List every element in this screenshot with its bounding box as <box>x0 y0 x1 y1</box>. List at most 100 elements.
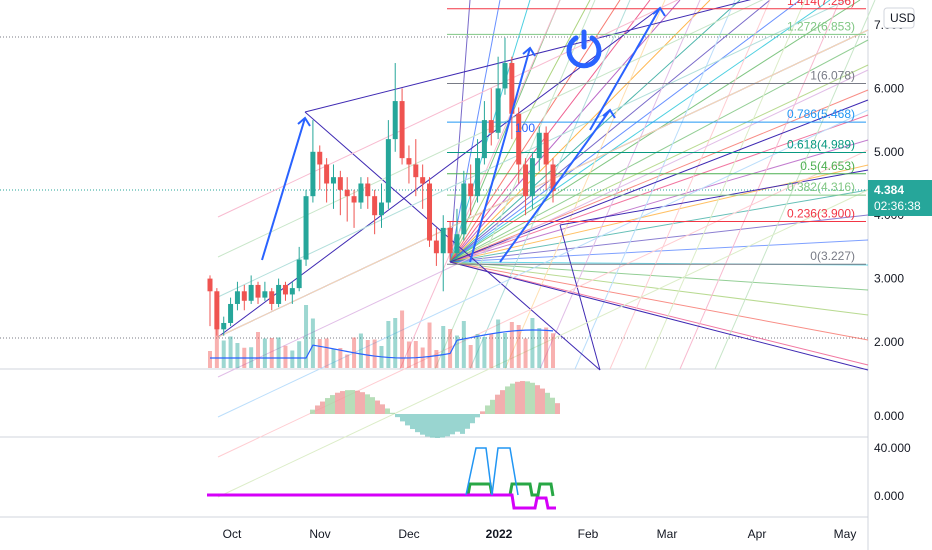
candle-body <box>447 227 453 254</box>
histogram-bar <box>355 390 360 414</box>
volume-bar <box>365 340 370 368</box>
volume-bar <box>372 339 377 368</box>
oscillator-axis: 0.000 40.000 0.000 <box>874 409 911 503</box>
volume-bar <box>304 305 309 368</box>
histogram-bar <box>455 414 460 432</box>
histogram-bar <box>490 399 495 414</box>
histogram-bar <box>435 414 440 438</box>
candle-body <box>433 240 439 254</box>
volume-bar <box>427 322 432 368</box>
fan-line <box>449 0 771 263</box>
histogram-bar <box>325 398 330 414</box>
trend-arrow-head <box>602 108 616 119</box>
volume-bar <box>393 318 398 368</box>
candle-body <box>214 291 220 330</box>
candle-body <box>509 63 515 114</box>
candle-body <box>282 284 288 295</box>
candle-body <box>536 132 542 159</box>
volume-bar <box>324 338 329 368</box>
fan-line <box>449 239 869 263</box>
histogram-bar <box>550 397 555 414</box>
volume-bar <box>331 348 336 368</box>
candle-body <box>330 177 336 184</box>
histogram-bar <box>410 414 415 430</box>
currency-badge[interactable]: USD <box>883 7 916 29</box>
histogram-bar <box>505 386 510 414</box>
candle-body <box>228 303 234 323</box>
fan-line <box>449 0 471 263</box>
candle-body <box>529 158 535 197</box>
fan-label: 100 <box>515 121 535 135</box>
time-tick-label: 2022 <box>486 527 513 541</box>
candle-body <box>289 288 295 295</box>
volume-bar <box>228 336 233 368</box>
fib-label: 0.236(3.900) <box>787 207 855 221</box>
fan-line <box>449 39 869 263</box>
candle-body <box>440 227 446 254</box>
candle-body <box>461 183 467 235</box>
volume-bar <box>516 325 521 368</box>
volume-bar <box>256 332 261 368</box>
time-axis[interactable]: Oct Nov Dec 2022 Feb Mar Apr May <box>223 527 857 541</box>
histogram-bar <box>400 414 405 422</box>
volume-bar <box>461 321 466 368</box>
histogram-bar <box>385 408 390 414</box>
histogram-bar <box>470 414 475 424</box>
channel-line <box>217 0 848 298</box>
price-tick-label: 3.000 <box>874 272 904 286</box>
candle-body <box>372 196 378 216</box>
histogram-bar <box>480 411 485 414</box>
candle-body <box>310 151 316 197</box>
fan-line <box>449 114 869 263</box>
fan-line <box>449 0 621 263</box>
price-tick-label: 5.000 <box>874 145 904 159</box>
trend-arrow <box>499 109 611 263</box>
volume-bar <box>290 350 295 368</box>
price-tag-value: 4.384 <box>874 183 904 197</box>
pitchfork-line <box>449 261 869 371</box>
fan-line <box>449 164 869 263</box>
candle-body <box>365 183 371 197</box>
candle-body <box>495 88 501 133</box>
trend-arrow-head <box>522 46 536 57</box>
volume-bar <box>310 318 315 368</box>
ind-top-label: 40.000 <box>874 441 911 455</box>
candle-body <box>276 284 282 304</box>
pitchfork-line <box>217 7 661 338</box>
volume-bar <box>448 329 453 368</box>
volume-bar <box>269 338 274 368</box>
volume-bar <box>482 337 487 368</box>
candle-body <box>481 120 487 159</box>
candle-body <box>379 202 384 216</box>
time-tick-label: Oct <box>223 527 242 541</box>
fan-line <box>609 0 771 370</box>
histogram-bar <box>465 414 470 429</box>
histogram-bar <box>555 403 560 414</box>
histogram-bar <box>360 392 365 414</box>
candle-body <box>468 183 474 197</box>
trend-arrow <box>261 117 306 261</box>
volume-bar <box>551 333 555 368</box>
candle-body <box>413 164 419 178</box>
volume-bar <box>413 341 418 368</box>
fan-line <box>449 0 831 263</box>
histogram-bar <box>530 382 535 414</box>
indicator-line-blue <box>465 447 519 496</box>
volume-bar <box>406 341 411 368</box>
candle-body <box>351 196 357 203</box>
candle-body <box>241 291 247 301</box>
candle-body <box>269 291 275 304</box>
fan-line <box>449 64 869 263</box>
histogram-bar <box>500 390 505 414</box>
histogram-bar <box>365 394 370 414</box>
volume-bar <box>386 321 391 368</box>
histogram-bar <box>495 394 500 414</box>
candle-body <box>317 151 323 165</box>
volume-bar <box>489 334 494 368</box>
time-tick-label: Apr <box>748 527 767 541</box>
candle-body <box>543 132 549 165</box>
currency-label: USD <box>890 11 916 25</box>
histogram-bar <box>350 390 355 414</box>
